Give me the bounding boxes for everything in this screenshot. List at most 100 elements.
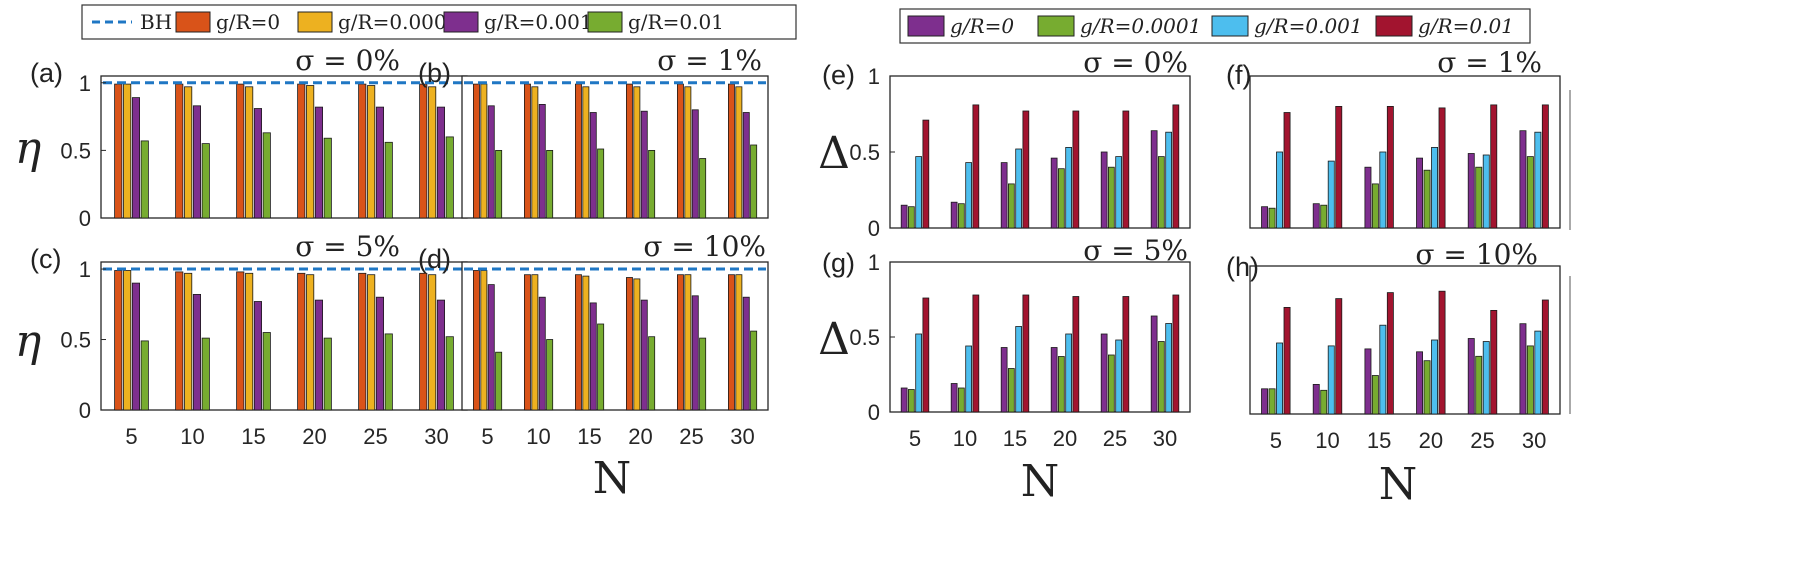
bar xyxy=(297,272,306,411)
bar xyxy=(323,337,332,411)
bar xyxy=(1276,151,1283,229)
bar xyxy=(1150,130,1158,229)
x-tick-label: 30 xyxy=(424,424,448,449)
bar xyxy=(648,336,656,411)
x-axis-label: N xyxy=(593,453,632,504)
bar xyxy=(1050,157,1058,229)
bar xyxy=(640,110,648,219)
bar xyxy=(1115,339,1122,413)
panel-sigma: σ = 5% xyxy=(1083,234,1188,267)
bar xyxy=(306,274,315,411)
bar xyxy=(1482,154,1490,229)
panel-sigma: σ = 0% xyxy=(295,44,400,77)
bar xyxy=(900,204,908,229)
bar xyxy=(140,140,149,219)
bar xyxy=(1268,388,1276,415)
bar xyxy=(1312,383,1320,415)
bar xyxy=(1008,368,1015,413)
bar xyxy=(201,143,210,219)
bar xyxy=(1172,104,1180,229)
x-axis-label: N xyxy=(1021,456,1060,507)
x-tick-label: 10 xyxy=(526,424,550,449)
x-tick-label: 10 xyxy=(953,426,977,451)
bar xyxy=(640,299,648,411)
bar xyxy=(1482,341,1490,415)
x-tick-label: 15 xyxy=(241,424,265,449)
x-tick-label: 30 xyxy=(730,424,754,449)
bar xyxy=(297,83,306,219)
bar xyxy=(728,83,735,219)
bar xyxy=(1276,342,1283,415)
bar xyxy=(1438,107,1446,229)
bar xyxy=(1379,324,1387,415)
bar xyxy=(1165,323,1172,413)
panel-sigma: σ = 10% xyxy=(643,230,766,263)
legend-label: BH xyxy=(140,10,172,34)
bar xyxy=(1150,315,1158,413)
bar xyxy=(131,282,141,411)
bar xyxy=(538,104,546,219)
panel-h: 5 10 15 20 25 30 (h) σ = 10% N xyxy=(1226,238,1561,510)
bar xyxy=(900,387,908,413)
x-tick-label: 5 xyxy=(1270,428,1282,453)
y-axis-label: η xyxy=(15,123,41,174)
bar xyxy=(1371,375,1379,415)
x-tick-label: 15 xyxy=(577,424,601,449)
panel-label: (e) xyxy=(822,60,855,90)
bar xyxy=(1431,339,1438,415)
bar xyxy=(114,83,123,219)
x-tick-label: 5 xyxy=(909,426,921,451)
bar xyxy=(140,340,149,411)
bar xyxy=(1327,160,1335,229)
bar xyxy=(1122,296,1130,413)
legend-swatch xyxy=(907,15,945,37)
bar xyxy=(480,83,488,219)
bar xyxy=(419,83,428,219)
legend-left: BH g/R=0 g/R=0.0001 g/R=0.001 g/R=0.01 xyxy=(81,4,797,40)
bar xyxy=(1423,360,1431,415)
bar xyxy=(626,83,633,219)
bar xyxy=(123,270,132,411)
bar xyxy=(1541,104,1549,229)
bar xyxy=(1022,110,1030,229)
bar xyxy=(314,106,323,219)
axes-frame xyxy=(100,75,468,219)
bar xyxy=(1100,333,1108,413)
bar xyxy=(428,274,437,411)
bar xyxy=(626,277,633,411)
bar xyxy=(742,112,750,219)
bar xyxy=(1122,110,1130,229)
bar xyxy=(1065,146,1072,229)
bar xyxy=(1008,183,1015,229)
bar xyxy=(436,299,445,411)
x-tick-label: 25 xyxy=(1103,426,1127,451)
bar xyxy=(358,83,367,219)
bar xyxy=(1475,166,1483,229)
bar xyxy=(582,275,590,411)
bar xyxy=(922,297,930,413)
panel-d: 5 10 15 20 25 30 (d) σ = 10% N xyxy=(418,230,769,504)
y-axis-label: Δ xyxy=(818,314,850,365)
bar xyxy=(750,144,758,219)
legend-label: g/R=0.0001 xyxy=(1080,14,1201,38)
bar xyxy=(1261,388,1268,415)
x-tick-label: 15 xyxy=(1003,426,1027,451)
panel-label: (b) xyxy=(418,58,451,88)
bar xyxy=(531,86,539,219)
y-tick-label: 1 xyxy=(868,250,880,275)
bar xyxy=(546,339,554,411)
legend-label: g/R=0.01 xyxy=(628,10,724,34)
bar xyxy=(699,337,707,411)
bar xyxy=(958,387,965,413)
panel-label: (g) xyxy=(822,248,855,278)
bar xyxy=(691,109,699,219)
bar xyxy=(597,148,605,219)
axes-frame xyxy=(100,261,468,411)
axes-frame xyxy=(1249,265,1561,415)
panels: 00.51(a) σ = 0%η(b) σ = 1%00.515 10 15 20 25 30… xyxy=(15,44,1571,510)
bar xyxy=(192,293,202,411)
y-tick-label: 1 xyxy=(79,257,91,282)
bar xyxy=(735,86,743,219)
bar xyxy=(367,274,376,411)
bar xyxy=(192,105,202,219)
